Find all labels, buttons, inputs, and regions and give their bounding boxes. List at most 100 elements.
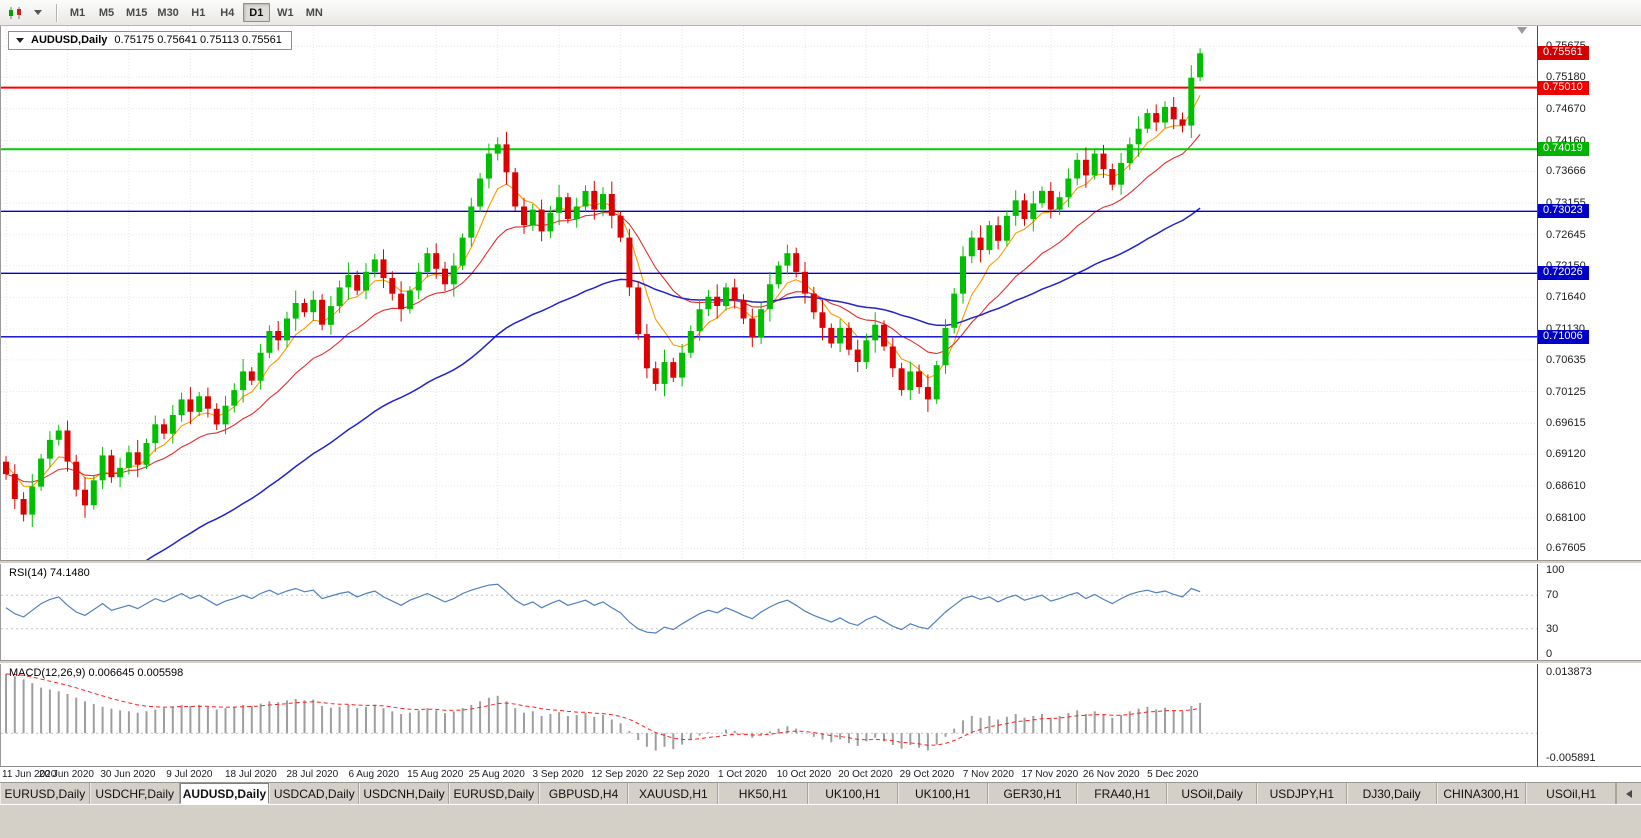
time-tick: 30 Jun 2020 <box>100 769 156 780</box>
time-tick: 20 Jun 2020 <box>38 769 94 780</box>
macd-axis-max: 0.013873 <box>1546 666 1592 678</box>
time-tick: 3 Sep 2020 <box>532 769 584 780</box>
timeframe-m15-button[interactable]: M15 <box>122 3 151 22</box>
macd-label: MACD(12,26,9) 0.006645 0.005598 <box>9 667 184 679</box>
time-tick: 28 Jul 2020 <box>286 769 339 780</box>
time-tick: 15 Aug 2020 <box>407 769 464 780</box>
price-tick: 0.69615 <box>1546 417 1586 429</box>
timeframe-m30-button[interactable]: M30 <box>153 3 182 22</box>
chart-dropdown-icon[interactable] <box>28 3 48 23</box>
tab-uk100-h1[interactable]: UK100,H1 <box>897 783 988 804</box>
time-tick: 6 Aug 2020 <box>348 769 400 780</box>
macd-panel[interactable]: MACD(12,26,9) 0.006645 0.005598 <box>0 664 1537 766</box>
rsi-label: RSI(14) 74.1480 <box>9 567 90 579</box>
price-axis[interactable]: 0.756750.751800.746700.741600.736660.731… <box>1537 26 1641 560</box>
time-axis[interactable]: 11 Jun 2020 20 Jun 2020 30 Jun 2020 9 Jul 2… <box>0 766 1641 782</box>
collapse-icon[interactable] <box>16 37 24 43</box>
resistance-level-badge: 0.75010 <box>1538 81 1589 95</box>
price-tick: 0.70125 <box>1546 386 1586 398</box>
time-tick: 26 Nov 2020 <box>1082 769 1140 780</box>
price-tick: 0.68100 <box>1546 512 1586 524</box>
rsi-tick: 70 <box>1546 589 1559 601</box>
candlestick-plot <box>1 26 1537 560</box>
tab-usdjpy-h1[interactable]: USDJPY,H1 <box>1256 783 1347 804</box>
rsi-plot <box>1 583 1537 634</box>
macd-plot <box>1 673 1537 751</box>
time-tick: 18 Jul 2020 <box>224 769 277 780</box>
time-tick: 22 Sep 2020 <box>652 769 710 780</box>
price-tick: 0.74670 <box>1546 103 1586 115</box>
rsi-panel-resizer[interactable] <box>0 560 1641 564</box>
rsi-tick: 100 <box>1546 564 1565 576</box>
tab-scroll-left-button[interactable] <box>1616 783 1641 804</box>
time-tick: 11 Jun 2020 <box>2 769 57 780</box>
price-tick: 0.69120 <box>1546 448 1586 460</box>
price-tick: 0.73666 <box>1546 165 1586 177</box>
chart-type-icon[interactable] <box>6 3 26 23</box>
timeframe-h4-button[interactable]: H4 <box>214 3 241 22</box>
tab-usdcad-daily[interactable]: USDCAD,Daily <box>269 783 360 804</box>
price-tick: 0.75180 <box>1546 71 1586 83</box>
status-bar <box>0 804 1641 838</box>
timeframe-w1-button[interactable]: W1 <box>272 3 299 22</box>
time-tick: 17 Nov 2020 <box>1021 769 1079 780</box>
macd-panel-resizer[interactable] <box>0 660 1641 664</box>
toolbar-separator <box>56 3 57 22</box>
timeframe-d1-button[interactable]: D1 <box>242 3 270 22</box>
tab-gbpusd-h4[interactable]: GBPUSD,H4 <box>538 783 629 804</box>
macd-axis[interactable]: 0.013873 -0.005891 <box>1537 664 1641 766</box>
price-tick: 0.67605 <box>1546 542 1586 554</box>
tab-usdcnh-daily[interactable]: USDCNH,Daily <box>359 783 449 804</box>
toolbar: M1 M5 M15 M30 H1 H4 D1 W1 MN <box>0 0 1641 26</box>
level-line-badge: 0.73023 <box>1538 204 1589 218</box>
timeframe-m1-button[interactable]: M1 <box>64 3 91 22</box>
chart-ohlc-values: 0.75175 0.75641 0.75113 0.75561 <box>114 34 282 46</box>
tab-fra40-h1[interactable]: FRA40,H1 <box>1077 783 1168 804</box>
current-price-badge: 0.75561 <box>1538 46 1589 60</box>
tab-usoil-daily[interactable]: USOil,Daily <box>1167 783 1257 804</box>
tab-dj30-daily[interactable]: DJ30,Daily <box>1346 783 1437 804</box>
support-level-badge: 0.74019 <box>1538 142 1589 156</box>
timeframe-buttons: M1 M5 M15 M30 H1 H4 D1 W1 MN <box>63 3 329 22</box>
time-tick: 5 Dec 2020 <box>1147 769 1199 780</box>
time-tick: 7 Nov 2020 <box>962 769 1014 780</box>
tab-eurusd-daily[interactable]: EURUSD,Daily <box>448 783 539 804</box>
time-tick: 20 Oct 2020 <box>838 769 893 780</box>
timeframe-h1-button[interactable]: H1 <box>185 3 212 22</box>
price-tick: 0.70635 <box>1546 354 1586 366</box>
tab-uk100-h1[interactable]: UK100,H1 <box>808 783 898 804</box>
chart-symbol: AUDUSD,Daily <box>31 34 108 46</box>
price-tick: 0.71640 <box>1546 291 1586 303</box>
chart-shift-marker[interactable] <box>1517 27 1527 34</box>
price-tick: 0.72645 <box>1546 229 1586 241</box>
tab-eurusd-daily[interactable]: EURUSD,Daily <box>0 783 90 804</box>
tab-hk50-h1[interactable]: HK50,H1 <box>718 783 809 804</box>
timeframe-mn-button[interactable]: MN <box>301 3 328 22</box>
time-tick: 25 Aug 2020 <box>468 769 525 780</box>
tab-usoil-h1[interactable]: USOil,H1 <box>1526 783 1617 804</box>
rsi-axis[interactable]: 100 70 30 0 <box>1537 564 1641 660</box>
level-line-badge: 0.71006 <box>1538 330 1589 344</box>
tab-xauusd-h1[interactable]: XAUUSD,H1 <box>628 783 719 804</box>
level-line-badge: 0.72026 <box>1538 266 1589 280</box>
price-tick: 0.68610 <box>1546 480 1586 492</box>
chart-header: AUDUSD,Daily 0.75175 0.75641 0.75113 0.7… <box>8 31 292 50</box>
time-tick: 12 Sep 2020 <box>591 769 648 780</box>
tab-audusd-daily[interactable]: AUDUSD,Daily <box>179 783 270 804</box>
time-tick: 29 Oct 2020 <box>899 769 955 780</box>
timeframe-m5-button[interactable]: M5 <box>93 3 120 22</box>
time-tick: 1 Oct 2020 <box>718 769 767 780</box>
rsi-tick: 30 <box>1546 623 1559 635</box>
time-tick: 9 Jul 2020 <box>166 769 213 780</box>
tab-china300-h1[interactable]: CHINA300,H1 <box>1436 783 1527 804</box>
tab-ger30-h1[interactable]: GER30,H1 <box>987 783 1078 804</box>
time-tick: 10 Oct 2020 <box>776 769 832 780</box>
tab-scroll-left-icon <box>1626 789 1633 798</box>
rsi-tick: 0 <box>1546 648 1553 660</box>
tab-usdchf-daily[interactable]: USDCHF,Daily <box>89 783 180 804</box>
price-chart[interactable]: AUDUSD,Daily 0.75175 0.75641 0.75113 0.7… <box>0 26 1537 560</box>
macd-axis-min: -0.005891 <box>1546 752 1596 764</box>
rsi-panel[interactable]: RSI(14) 74.1480 <box>0 564 1537 660</box>
chart-tab-bar: EURUSD,Daily USDCHF,Daily AUDUSD,Daily USDC… <box>0 782 1641 804</box>
